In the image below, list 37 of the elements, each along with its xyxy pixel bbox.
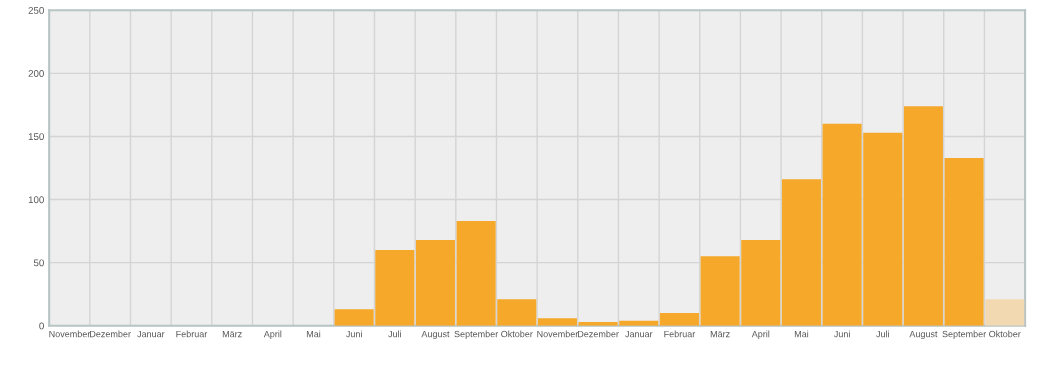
bar (781, 179, 821, 326)
x-tick-label: Juli (876, 330, 889, 338)
x-tick-label: August (421, 330, 450, 340)
x-tick-label: November (537, 330, 579, 338)
x-tick-label: Mai (794, 330, 809, 338)
x-tick-label: Oktober (501, 330, 533, 338)
y-tick-label: 100 (28, 196, 44, 204)
bar (903, 106, 943, 326)
x-tick-label: April (263, 330, 282, 340)
x-tick-label: September (454, 330, 499, 340)
x-tick-label: März (222, 330, 242, 338)
x-tick-label: Februar (664, 330, 696, 338)
y-tick-label: 50 (33, 259, 44, 267)
bar (537, 318, 577, 326)
x-tick-label: November (49, 330, 91, 338)
x-tick-label: September (942, 330, 987, 340)
x-tick-label: Februar (176, 330, 208, 338)
x-tick-label: Dezember (90, 330, 131, 338)
y-tick-label: 150 (28, 133, 44, 141)
x-tick-label: Juni (833, 330, 850, 338)
x-tick-label: Januar (625, 330, 653, 338)
bar (944, 157, 984, 326)
bar (415, 239, 455, 326)
x-tick-label: Juni (346, 330, 362, 338)
bar (659, 313, 699, 326)
x-tick-label: Januar (137, 330, 165, 338)
y-tick-label: 200 (28, 70, 44, 77)
y-tick-label: 0 (39, 322, 44, 330)
x-tick-label: Juli (388, 330, 401, 338)
x-tick-label: Mai (306, 330, 321, 338)
x-tick-label: Oktober (989, 330, 1021, 338)
x-tick-label: März (710, 330, 730, 338)
x-tick-label: August (909, 330, 938, 340)
y-tick-label: 250 (28, 6, 44, 14)
x-tick-label: April (751, 330, 770, 340)
x-tick-label: Dezember (578, 330, 619, 338)
bar (985, 299, 1025, 326)
